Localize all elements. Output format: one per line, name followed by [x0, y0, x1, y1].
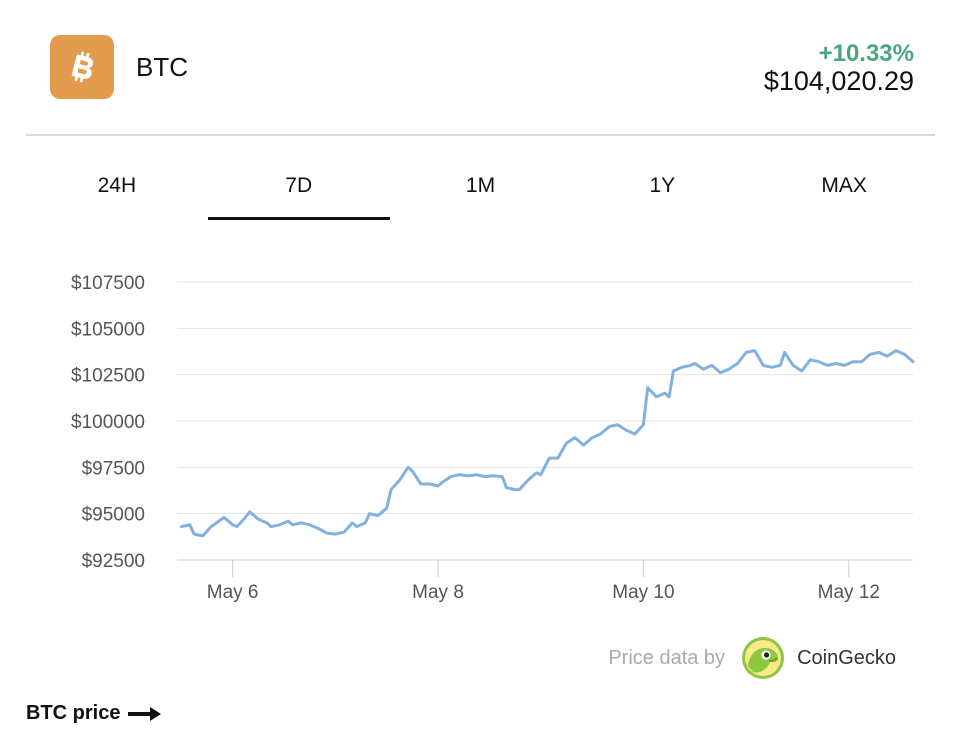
tab-24h[interactable]: 24H	[97, 174, 137, 197]
current-price: $104,020.29	[763, 66, 914, 96]
attribution-text: Price data by	[608, 646, 726, 669]
price-chart: $107500 $105000 $102500 $100000 $97500 $95000…	[71, 273, 915, 603]
arrow-right-icon	[128, 706, 162, 721]
y-tick-label: $97500	[82, 458, 145, 479]
x-tick-label: May 8	[412, 582, 464, 603]
provider-name[interactable]: CoinGecko	[797, 646, 896, 669]
y-tick-label: $107500	[71, 273, 145, 294]
x-tick-label: May 10	[612, 582, 674, 603]
price-change: +10.33%	[818, 40, 914, 67]
bitcoin-icon	[71, 51, 94, 83]
y-tick-label: $102500	[71, 366, 145, 387]
tab-max[interactable]: MAX	[821, 174, 867, 197]
footer-link[interactable]: BTC price	[26, 702, 162, 725]
y-tick-label: $95000	[82, 505, 145, 526]
range-tabs: 24H 7D 1M 1Y MAX	[26, 160, 935, 222]
header-divider	[26, 134, 935, 136]
y-tick-label: $100000	[71, 412, 145, 433]
y-tick-label: $105000	[71, 319, 145, 340]
price-line	[179, 349, 915, 538]
tab-1y[interactable]: 1Y	[649, 174, 676, 197]
y-tick-label: $92500	[82, 551, 145, 572]
attribution: Price data by CoinGecko	[608, 636, 896, 680]
header: BTC +10.33% $104,020.29	[0, 0, 966, 136]
coingecko-logo-icon[interactable]	[741, 636, 785, 680]
tab-1m[interactable]: 1M	[465, 174, 496, 197]
coin-logo	[50, 35, 114, 99]
footer-label: BTC price	[26, 702, 121, 724]
x-tick-label: May 12	[818, 582, 880, 603]
x-tick-label: May 6	[207, 582, 259, 603]
tab-7d[interactable]: 7D	[207, 160, 390, 222]
coin-symbol: BTC	[136, 52, 188, 82]
